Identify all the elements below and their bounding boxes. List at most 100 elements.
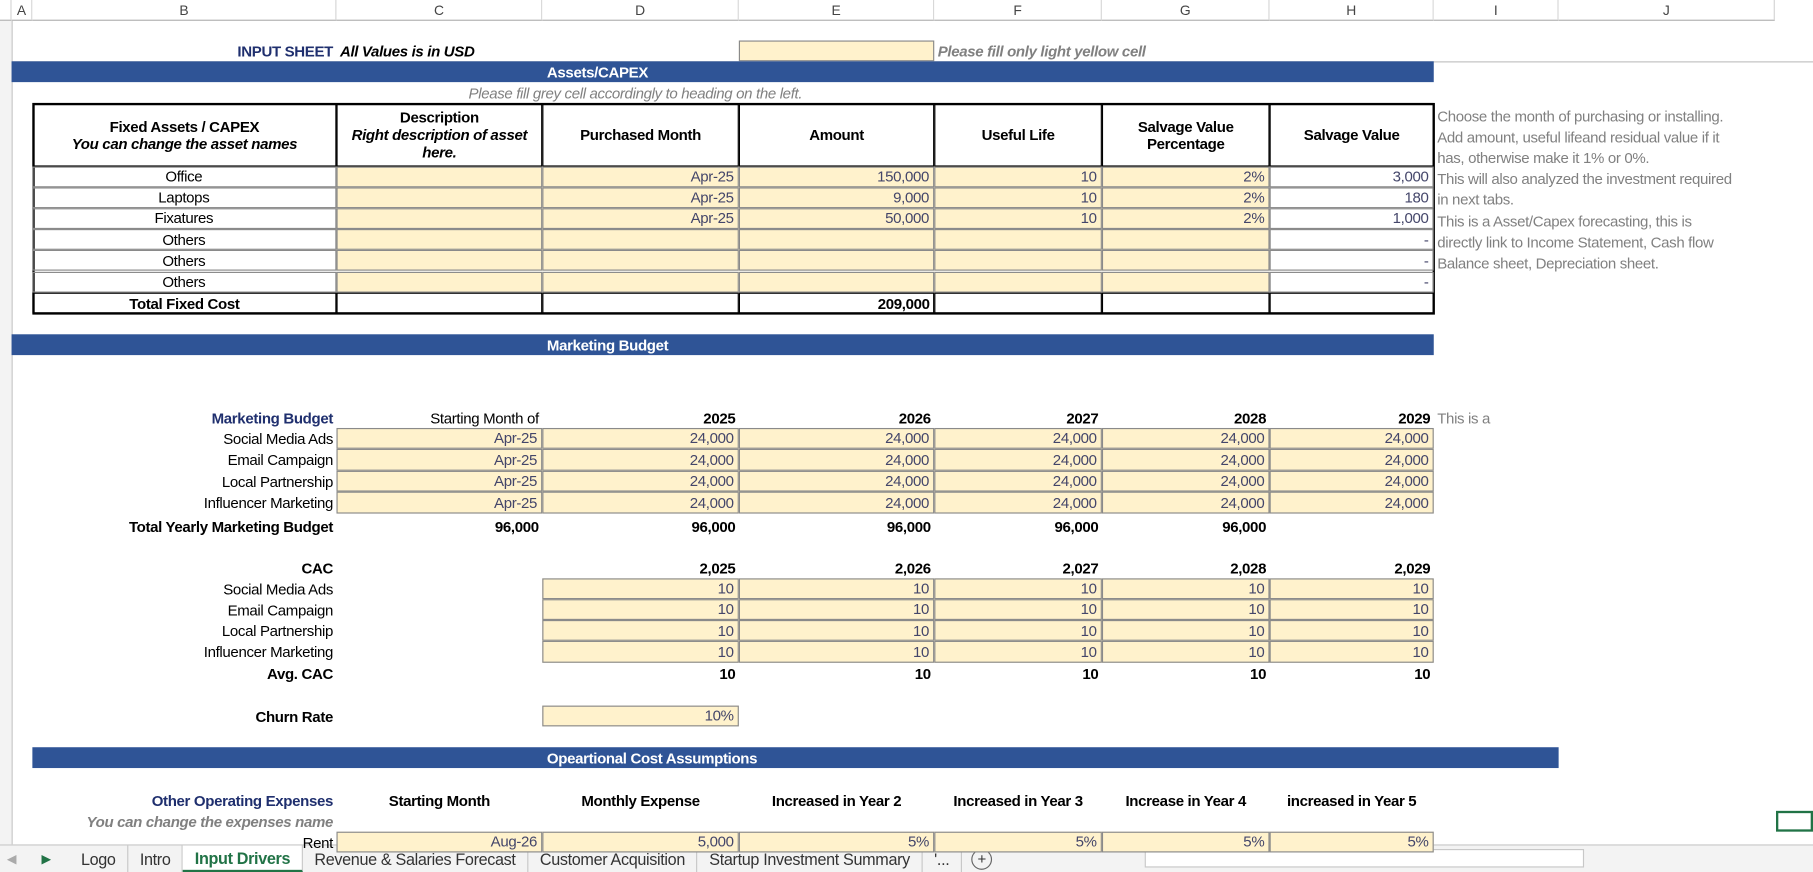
asset-life-input[interactable] <box>933 271 1102 293</box>
sheet-tab[interactable]: Customer Acquisition <box>528 845 698 872</box>
asset-amount-input[interactable]: 150,000 <box>738 165 934 187</box>
asset-name[interactable]: Others <box>31 250 336 272</box>
sheet-tab[interactable]: Revenue & Salaries Forecast <box>303 845 529 872</box>
asset-salvage-pct-input[interactable] <box>1101 250 1269 272</box>
cac-input[interactable]: 10 <box>933 577 1102 599</box>
marketing-start-input[interactable]: Apr-25 <box>335 427 542 449</box>
cac-input[interactable]: 10 <box>1101 641 1269 663</box>
asset-amount-input[interactable] <box>738 229 934 250</box>
asset-amount-input[interactable]: 50,000 <box>738 208 934 229</box>
marketing-budget-input[interactable]: 24,000 <box>1101 427 1269 449</box>
cac-input[interactable]: 10 <box>933 598 1102 621</box>
opex-input[interactable]: 5% <box>1101 831 1269 853</box>
cac-input[interactable]: 10 <box>738 641 934 663</box>
cac-input[interactable]: 10 <box>541 620 739 642</box>
asset-description-input[interactable] <box>335 271 542 293</box>
marketing-budget-input[interactable]: 24,000 <box>1268 470 1434 492</box>
marketing-budget-input[interactable]: 24,000 <box>541 491 739 513</box>
marketing-budget-input[interactable]: 24,000 <box>738 448 934 471</box>
opex-input[interactable]: 5% <box>1268 831 1434 853</box>
asset-description-input[interactable] <box>335 165 542 187</box>
cac-input[interactable]: 10 <box>738 620 934 642</box>
opex-input[interactable]: 5% <box>738 831 934 853</box>
sheet-tab[interactable]: Startup Investment Summary <box>698 845 923 872</box>
asset-life-input[interactable]: 10 <box>933 165 1102 187</box>
cac-input[interactable]: 10 <box>541 577 739 599</box>
asset-salvage-pct-input[interactable] <box>1101 229 1269 250</box>
cac-input[interactable]: 10 <box>1101 620 1269 642</box>
cac-input[interactable]: 10 <box>1268 598 1434 621</box>
asset-name[interactable]: Others <box>31 271 336 293</box>
cac-input[interactable]: 10 <box>1268 577 1434 599</box>
asset-month-input[interactable] <box>541 229 739 250</box>
marketing-start-input[interactable]: Apr-25 <box>335 470 542 492</box>
marketing-budget-input[interactable]: 24,000 <box>541 470 739 492</box>
asset-month-input[interactable]: Apr-25 <box>541 187 739 208</box>
sheet-tab[interactable]: '... <box>923 845 963 872</box>
asset-description-input[interactable] <box>335 208 542 229</box>
marketing-budget-input[interactable]: 24,000 <box>933 491 1102 513</box>
column-header-d[interactable]: D <box>542 0 739 21</box>
column-header-g[interactable]: G <box>1101 0 1270 21</box>
asset-salvage-pct-input[interactable] <box>1101 271 1269 293</box>
asset-description-input[interactable] <box>335 187 542 208</box>
marketing-budget-input[interactable]: 24,000 <box>1101 470 1269 492</box>
asset-life-input[interactable]: 10 <box>933 187 1102 208</box>
marketing-budget-input[interactable]: 24,000 <box>738 427 934 449</box>
asset-amount-input[interactable] <box>738 271 934 293</box>
column-header-a[interactable]: A <box>11 0 33 21</box>
marketing-budget-input[interactable]: 24,000 <box>738 470 934 492</box>
column-header-b[interactable]: B <box>32 0 337 21</box>
cac-input[interactable]: 10 <box>1268 620 1434 642</box>
column-header-i[interactable]: I <box>1433 0 1559 21</box>
marketing-budget-input[interactable]: 24,000 <box>933 470 1102 492</box>
asset-name[interactable]: Fixatures <box>31 208 336 229</box>
marketing-budget-input[interactable]: 24,000 <box>1101 448 1269 471</box>
cac-input[interactable]: 10 <box>1101 598 1269 621</box>
asset-name[interactable]: Office <box>31 165 336 187</box>
marketing-budget-input[interactable]: 24,000 <box>738 491 934 513</box>
column-header-f[interactable]: F <box>934 0 1102 21</box>
marketing-budget-input[interactable]: 24,000 <box>1268 427 1434 449</box>
sheet-tab[interactable]: Logo <box>69 845 129 872</box>
asset-salvage-pct-input[interactable]: 2% <box>1101 208 1269 229</box>
column-header-e[interactable]: E <box>738 0 935 21</box>
scroll-right-icon[interactable]: ▶ <box>41 852 52 867</box>
column-header-j[interactable]: J <box>1558 0 1775 21</box>
opex-input[interactable]: 5% <box>933 831 1102 853</box>
marketing-budget-input[interactable]: 24,000 <box>933 448 1102 471</box>
asset-amount-input[interactable] <box>738 250 934 272</box>
column-header-c[interactable]: C <box>336 0 543 21</box>
asset-life-input[interactable] <box>933 229 1102 250</box>
asset-salvage-pct-input[interactable]: 2% <box>1101 187 1269 208</box>
asset-description-input[interactable] <box>335 250 542 272</box>
asset-name[interactable]: Others <box>31 229 336 250</box>
marketing-budget-input[interactable]: 24,000 <box>541 448 739 471</box>
churn-rate-input[interactable]: 10% <box>541 705 739 727</box>
marketing-budget-input[interactable]: 24,000 <box>541 427 739 449</box>
cac-input[interactable]: 10 <box>738 598 934 621</box>
marketing-budget-input[interactable]: 24,000 <box>933 427 1102 449</box>
opex-input[interactable]: Aug-26 <box>335 831 542 853</box>
sheet-tab[interactable]: Intro <box>128 845 184 872</box>
marketing-start-input[interactable]: Apr-25 <box>335 491 542 513</box>
cac-input[interactable]: 10 <box>541 641 739 663</box>
sample-yellow-cell[interactable] <box>738 39 934 61</box>
asset-salvage-pct-input[interactable]: 2% <box>1101 165 1269 187</box>
cac-input[interactable]: 10 <box>1101 577 1269 599</box>
cac-input[interactable]: 10 <box>933 641 1102 663</box>
marketing-budget-input[interactable]: 24,000 <box>1268 491 1434 513</box>
selected-cell[interactable] <box>1776 810 1813 832</box>
select-all-corner[interactable] <box>0 0 12 21</box>
marketing-budget-input[interactable]: 24,000 <box>1268 448 1434 471</box>
asset-life-input[interactable]: 10 <box>933 208 1102 229</box>
asset-life-input[interactable] <box>933 250 1102 272</box>
asset-description-input[interactable] <box>335 229 542 250</box>
cac-input[interactable]: 10 <box>541 598 739 621</box>
cac-input[interactable]: 10 <box>1268 641 1434 663</box>
cac-input[interactable]: 10 <box>933 620 1102 642</box>
asset-amount-input[interactable]: 9,000 <box>738 187 934 208</box>
marketing-budget-input[interactable]: 24,000 <box>1101 491 1269 513</box>
opex-input[interactable]: 5,000 <box>541 831 739 853</box>
cac-input[interactable]: 10 <box>738 577 934 599</box>
